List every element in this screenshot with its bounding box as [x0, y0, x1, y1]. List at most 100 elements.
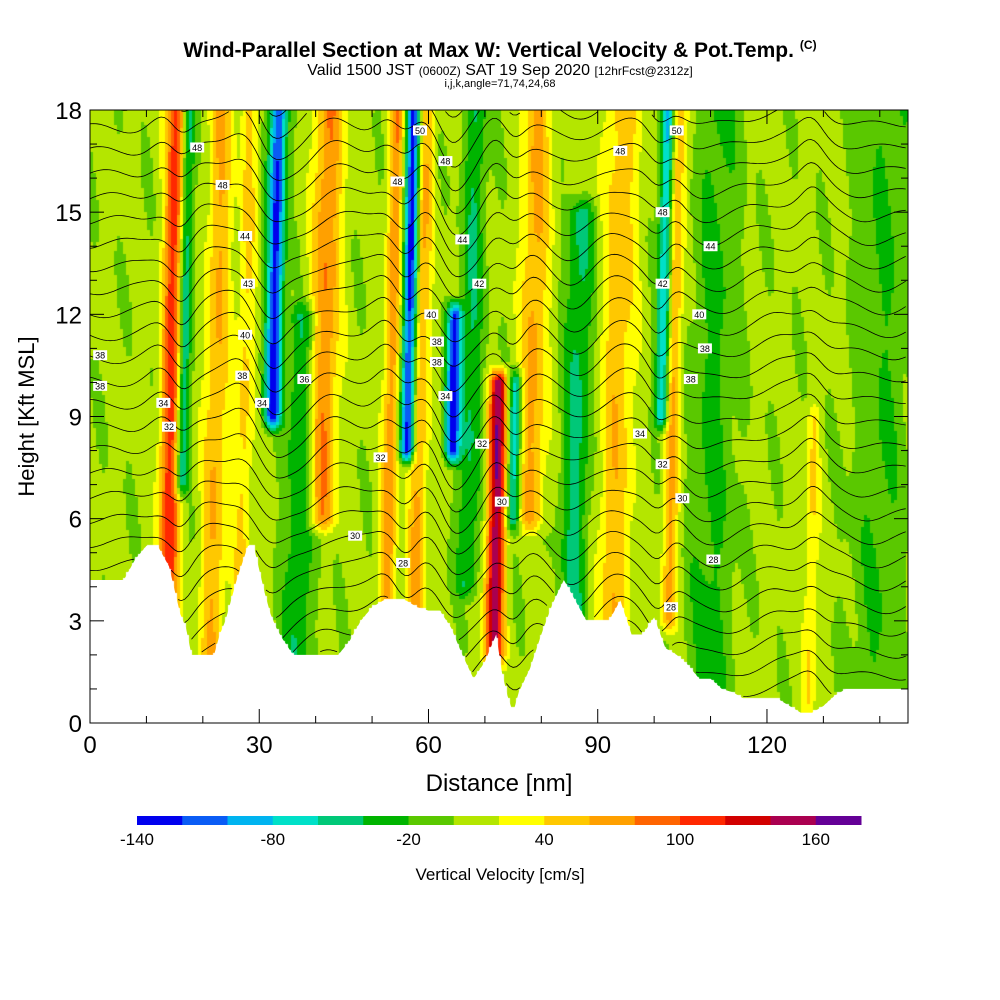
theta-contour-line	[269, 109, 463, 118]
y-tick-label: 9	[69, 405, 82, 432]
colorbar-swatch	[137, 816, 183, 825]
contour-label-bg	[429, 357, 444, 368]
contour-label: 38	[686, 375, 696, 385]
theta-contour-line	[89, 382, 906, 443]
theta-contour-line	[89, 158, 906, 215]
colorbar-swatch	[227, 816, 274, 825]
theta-contours	[89, 109, 906, 697]
theta-contour-line	[89, 433, 906, 491]
contour-label-bg	[675, 493, 690, 504]
colorbar-swatch	[725, 816, 771, 825]
vertical-velocity-field	[90, 110, 908, 723]
contour-label-bg	[692, 309, 707, 320]
contour-label: 36	[299, 375, 309, 385]
contour-label: 43	[243, 279, 253, 289]
contour-label-bg	[297, 374, 312, 385]
contour-label: 42	[658, 279, 668, 289]
colorbar-swatch	[680, 816, 726, 825]
contour-label: 38	[237, 371, 247, 381]
contour-label: 50	[415, 126, 425, 136]
contour-label: 32	[658, 460, 668, 470]
contour-label: 44	[240, 232, 250, 242]
contour-label-bg	[255, 397, 270, 408]
contour-label-bg	[475, 438, 490, 449]
colorbar-tick-label: 40	[535, 830, 554, 849]
theta-contour-line	[89, 458, 906, 513]
x-axis-label: Distance [nm]	[426, 770, 573, 797]
theta-contour-line	[89, 544, 906, 596]
contour-label: 32	[164, 422, 174, 432]
chart-subtitle: Valid 1500 JST (0600Z) SAT 19 Sep 2020 […	[307, 62, 693, 79]
contour-label-bg	[655, 278, 670, 289]
theta-contour-line	[89, 501, 906, 555]
contour-label: 28	[666, 603, 676, 613]
contour-label-bg	[438, 391, 453, 402]
y-tick-label: 12	[55, 302, 82, 329]
contour-label: 34	[158, 398, 168, 408]
contour-label: 48	[615, 146, 625, 156]
colorbar-swatch	[544, 816, 590, 825]
theta-contour-line	[89, 224, 906, 278]
contour-label-bg	[190, 142, 205, 153]
x-tick-label: 30	[246, 732, 273, 759]
colorbar-tick-label: -80	[260, 830, 285, 849]
colorbar-tick-label: -140	[120, 830, 154, 849]
theta-contour-line	[177, 566, 906, 619]
colorbar-swatch	[363, 816, 409, 825]
contour-label-bg	[455, 234, 470, 245]
contour-label-bg	[235, 370, 250, 381]
colorbar-swatch	[408, 816, 455, 825]
y-axis-label: Height [Kft MSL]	[14, 336, 39, 496]
contour-labels: 50 50 48 48 48 48 48 48 44 44 44 43 42 42 40 40 40 38 38 38…	[93, 125, 721, 613]
contour-label-bg	[93, 380, 108, 391]
contour-label-bg	[396, 557, 411, 568]
contour-label-bg	[156, 397, 171, 408]
contour-label-bg	[161, 421, 176, 432]
colorbar-swatch	[272, 816, 319, 825]
x-tick-label: 90	[584, 732, 611, 759]
contour-label: 44	[457, 235, 467, 245]
contour-label-bg	[706, 554, 721, 565]
contour-label-bg	[373, 452, 388, 463]
theta-contour-line	[201, 642, 906, 681]
y-tick-label: 18	[55, 98, 82, 125]
y-tick-label: 3	[69, 609, 82, 636]
contour-label-bg	[697, 343, 712, 354]
contour-label-bg	[655, 207, 670, 218]
x-tick-label: 0	[83, 732, 96, 759]
contour-label-bg	[633, 428, 648, 439]
contour-label-bg	[240, 278, 255, 289]
contour-label: 40	[426, 310, 436, 320]
contour-label: 48	[658, 208, 668, 218]
colorbar: -140 -80 -20 40 100 160 Vertical Velocity [cm/…	[120, 816, 862, 884]
colorbar-label: Vertical Velocity [cm/s]	[415, 865, 584, 884]
theta-contour-line	[89, 407, 906, 467]
contour-label: 30	[497, 497, 507, 507]
contour-label: 40	[694, 310, 704, 320]
contour-label-bg	[238, 231, 253, 242]
contour-label-bg	[494, 496, 509, 507]
theta-contour-line	[89, 522, 906, 575]
copyright-tag: (C)	[799, 38, 817, 52]
contour-label: 38	[432, 337, 442, 347]
contour-label: 48	[392, 177, 402, 187]
contour-label: 38	[95, 381, 105, 391]
contour-label: 48	[192, 143, 202, 153]
contour-label-bg	[613, 145, 628, 156]
colorbar-tick-label: 160	[802, 830, 830, 849]
theta-contour-line	[90, 246, 906, 298]
contour-label-bg	[438, 156, 453, 167]
contour-label: 32	[376, 453, 386, 463]
contour-label-bg	[655, 459, 670, 470]
contour-label-bg	[390, 176, 405, 187]
contour-label: 28	[708, 555, 718, 565]
terrain	[90, 545, 908, 723]
x-tick-label: 120	[747, 732, 787, 759]
colorbar-swatch	[770, 816, 817, 825]
theta-contour-line	[89, 480, 906, 534]
contour-label: 38	[700, 344, 710, 354]
colorbar-swatch	[499, 816, 545, 825]
contour-label: 40	[240, 330, 250, 340]
